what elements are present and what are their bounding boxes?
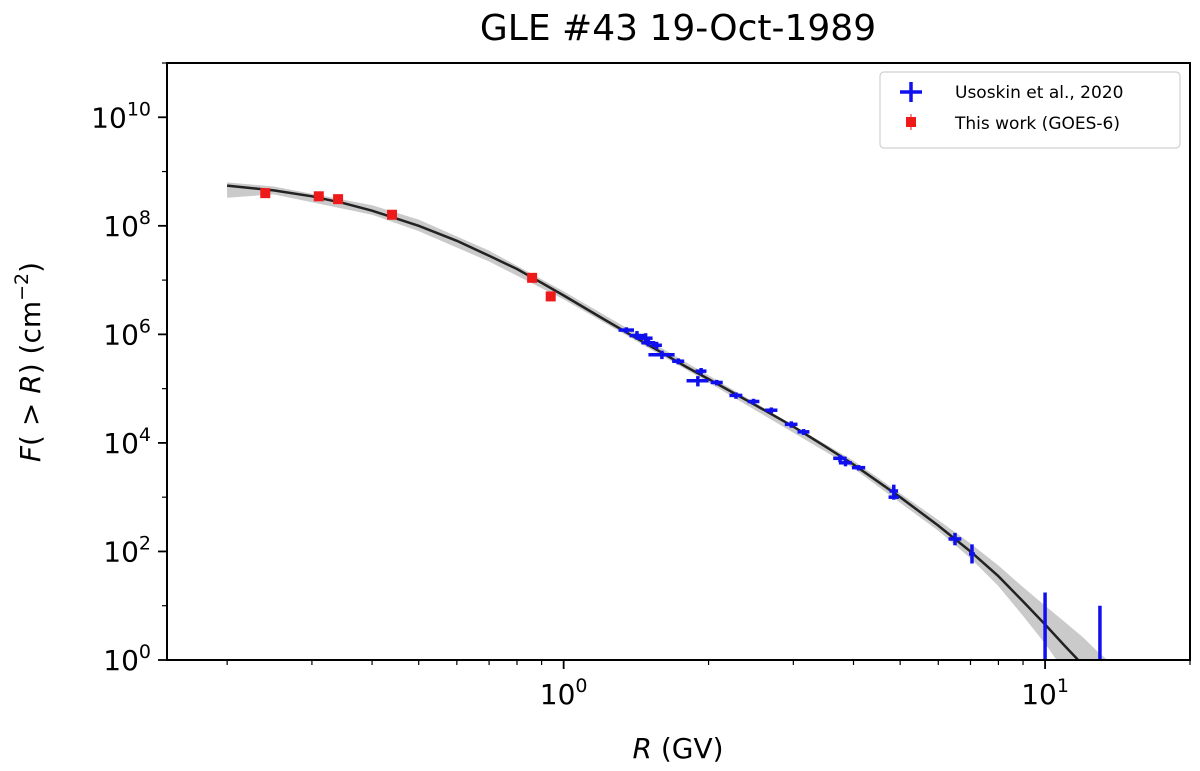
goes-point-3 <box>386 209 397 220</box>
usoskin-point-0 <box>618 327 635 334</box>
y-axis: 100 102 104 106 108 1010 <box>91 62 167 677</box>
usoskin-point-21 <box>969 544 975 564</box>
goes-point-4 <box>527 272 538 283</box>
goes-point-0 <box>260 188 271 199</box>
usoskin-point-13 <box>784 421 798 428</box>
usoskin-point-14 <box>797 429 810 435</box>
usoskin-point-11 <box>747 398 760 405</box>
y-tick-label-1: 102 <box>103 532 151 568</box>
plot-frame <box>166 62 1191 661</box>
usoskin-point-8 <box>695 368 707 375</box>
usoskin-point-10 <box>729 392 743 399</box>
legend: Usoskin et al., 2020 This work (GOES-6) <box>879 71 1181 149</box>
y-tick-label-5: 1010 <box>91 98 151 134</box>
usoskin-point-3 <box>641 339 656 347</box>
legend-box <box>879 71 1181 149</box>
goes-point-2 <box>333 194 344 205</box>
goes-point-5 <box>545 291 556 302</box>
usoskin-point-16 <box>838 459 852 467</box>
usoskin-point-19 <box>888 494 899 500</box>
usoskin-point-5 <box>648 350 675 360</box>
y-tick-label-4: 108 <box>103 207 151 243</box>
legend-label-usoskin: Usoskin et al., 2020 <box>955 83 1123 103</box>
x-tick-label-1: 101 <box>1021 675 1069 711</box>
usoskin-point-4 <box>651 341 662 350</box>
legend-marker-usoskin <box>900 82 922 102</box>
fit-uncertainty-band <box>227 182 1108 660</box>
fit-curve <box>226 184 1080 660</box>
x-axis: 100 101 <box>226 660 1191 711</box>
usoskin-point-17 <box>851 465 866 471</box>
chart-title: GLE #43 19-Oct-1989 <box>480 8 876 49</box>
y-tick-label-0: 100 <box>103 641 151 677</box>
legend-label-goes: This work (GOES-6) <box>954 114 1120 134</box>
usoskin-point-1 <box>629 331 645 340</box>
y-tick-label-2: 104 <box>103 424 151 460</box>
usoskin-point-12 <box>765 407 778 414</box>
usoskin-point-9 <box>710 379 723 386</box>
goes-point-1 <box>313 191 324 202</box>
usoskin-point-20 <box>948 532 962 546</box>
x-tick-label-0: 100 <box>540 675 588 711</box>
usoskin-point-7 <box>686 376 709 387</box>
x-axis-label: R (GV) <box>632 732 723 765</box>
usoskin-point-15 <box>833 454 847 463</box>
y-tick-label-3: 106 <box>103 315 151 351</box>
y-axis-label: F( > R) (cm−2) <box>11 262 47 462</box>
legend-marker-goes <box>906 114 916 130</box>
plot-area <box>226 182 1108 660</box>
usoskin-point-6 <box>672 358 685 365</box>
